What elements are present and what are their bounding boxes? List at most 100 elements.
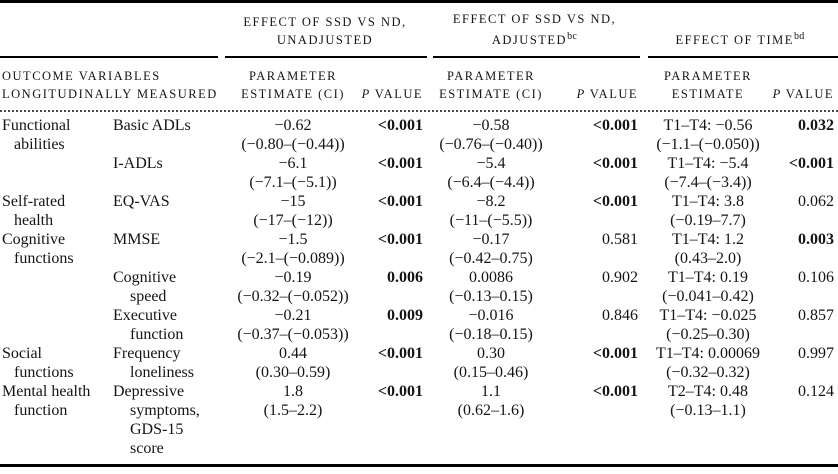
group-title-line: ADJUSTEDbc	[492, 28, 577, 49]
sub-header-row: OUTCOME VARIABLES LONGITUDINALLY MEASURE…	[0, 58, 838, 110]
text-line: 0.106	[798, 269, 834, 286]
group-title-line: EFFECT OF SSD VS ND,	[452, 11, 617, 26]
text-line: (−0.13–0.15)	[449, 288, 533, 305]
measure-cell: MMSE	[113, 230, 223, 268]
text-line: −5.4	[476, 155, 506, 172]
text-line: Mental health	[2, 383, 91, 400]
text-line: (−17–(−12))	[253, 212, 333, 229]
text-line: −1.5	[278, 231, 308, 248]
unadjusted-estimate-cell: −0.19 (−0.32–(−0.052))	[223, 268, 363, 306]
text-line: 0.124	[798, 383, 834, 400]
unadjusted-p-value: <0.001	[363, 230, 427, 268]
param-label: PARAMETER	[663, 69, 753, 83]
value-word: VALUE	[589, 87, 638, 101]
group-title-line: EFFECT OF TIMEbd	[675, 28, 804, 49]
measure-cell: EQ-VAS	[113, 192, 223, 230]
text-line: 0.902	[602, 269, 638, 286]
column-group-adjusted: EFFECT OF SSD VS ND, ADJUSTEDbc	[427, 3, 642, 56]
text-line: T1–T4: 1.2	[672, 231, 744, 248]
text-line: <0.001	[592, 155, 638, 172]
time-estimate-header: PARAMETER ESTIMATE	[642, 58, 774, 110]
p-value-label: P VALUE	[577, 85, 638, 103]
unadjusted-p-value: <0.001	[363, 382, 427, 458]
text-line: Self-rated	[2, 193, 66, 210]
category-cell	[0, 306, 113, 344]
p-italic: P	[772, 87, 782, 101]
adjusted-p-header: P VALUE	[555, 58, 642, 110]
dotted-rule	[0, 110, 838, 112]
unadjusted-p-value: <0.001	[363, 154, 427, 192]
text-line: (−0.32–(−0.052))	[237, 288, 349, 305]
text-line: speed	[130, 288, 167, 305]
group-title-line: UNADJUSTED	[276, 33, 374, 47]
adjusted-p-value: 0.581	[555, 230, 642, 268]
text-line: 0.006	[387, 269, 423, 286]
table-bottom-rule	[0, 464, 838, 467]
text-line: function	[130, 326, 184, 343]
unadjusted-estimate-cell: 1.8 (1.5–2.2)	[223, 382, 363, 458]
text-line: <0.001	[592, 117, 638, 134]
text-line: (−0.25–0.30)	[666, 326, 750, 343]
text-line: −8.2	[476, 193, 506, 210]
text-line: (−0.32–0.32)	[666, 364, 750, 381]
unadjusted-estimate-cell: −0.21 (−0.37–(−0.053))	[223, 306, 363, 344]
time-p-value: 0.106	[774, 268, 838, 306]
measure-cell: Cognitive speed	[113, 268, 223, 306]
adjusted-p-value: <0.001	[555, 116, 642, 154]
time-p-value: 0.857	[774, 306, 838, 344]
group-title-text: ADJUSTED	[491, 33, 568, 47]
group-rules-row	[0, 56, 838, 58]
text-line: (−0.42–0.75)	[449, 250, 533, 267]
table-row: Social functions Frequency loneliness 0.44 (0…	[0, 344, 838, 382]
unadjusted-p-value: <0.001	[363, 344, 427, 382]
unadjusted-estimate-cell: −6.1 (−7.1–(−5.1))	[223, 154, 363, 192]
text-line: 0.997	[798, 345, 834, 362]
adjusted-estimate-cell: −0.58 (−0.76–(−0.40))	[427, 116, 555, 154]
footnote-marker: bc	[567, 30, 578, 42]
unadjusted-estimate-cell: −0.62 (−0.80–(−0.44))	[223, 116, 363, 154]
stub-header: OUTCOME VARIABLES LONGITUDINALLY MEASURE…	[0, 58, 223, 110]
time-p-value: 0.124	[774, 382, 838, 458]
adjusted-p-value: <0.001	[555, 154, 642, 192]
text-line: 1.1	[481, 383, 501, 400]
stub-header-line: OUTCOME VARIABLES	[2, 69, 161, 83]
text-line: (−6.4–(−4.4))	[447, 174, 535, 191]
param-label: PARAMETER	[248, 69, 338, 83]
group-title-line: EFFECT OF SSD VS ND,	[243, 15, 407, 29]
text-line: (−0.37–(−0.053))	[237, 326, 349, 343]
column-group-header-row: EFFECT OF SSD VS ND, UNADJUSTED EFFECT O…	[0, 3, 838, 56]
table-content: EFFECT OF SSD VS ND, UNADJUSTED EFFECT O…	[0, 3, 838, 458]
estimate-ci-label: ESTIMATE (CI)	[241, 87, 345, 101]
adjusted-estimate-cell: −5.4 (−6.4–(−4.4))	[427, 154, 555, 192]
unadjusted-p-value: 0.006	[363, 268, 427, 306]
text-line: <0.001	[592, 193, 638, 210]
adjusted-estimate-header: PARAMETER ESTIMATE (CI)	[427, 58, 555, 110]
text-line: <0.001	[377, 345, 423, 362]
text-line: T1–T4: 0.00069	[656, 345, 760, 362]
adjusted-estimate-cell: 1.1 (0.62–1.6)	[427, 382, 555, 458]
category-cell: Self-rated health	[0, 192, 113, 230]
text-line: 0.857	[798, 307, 834, 324]
adjusted-p-value: <0.001	[555, 192, 642, 230]
text-line: functions	[14, 364, 74, 381]
table-body: Functional abilities Basic ADLs −0.62 (−0.80…	[0, 112, 838, 458]
text-line: 0.062	[798, 193, 834, 210]
adjusted-estimate-cell: −0.016 (−0.18–0.15)	[427, 306, 555, 344]
text-line: −0.21	[274, 307, 312, 324]
unadjusted-p-value: <0.001	[363, 116, 427, 154]
table-row: Cognitive functions MMSE −1.5 (−2.1–(−0.089)…	[0, 230, 838, 268]
unadjusted-p-value: 0.009	[363, 306, 427, 344]
measure-cell: I-ADLs	[113, 154, 223, 192]
text-line: −15	[280, 193, 306, 210]
text-line: Executive	[113, 307, 177, 324]
time-p-header: P VALUE	[772, 58, 838, 110]
text-line: 0.032	[798, 117, 834, 134]
unadjusted-estimate-cell: −1.5 (−2.1–(−0.089))	[223, 230, 363, 268]
time-p-value: 0.997	[774, 344, 838, 382]
time-estimate-cell: T1–T4: 0.19 (−0.041–0.42)	[642, 268, 774, 306]
text-line: (0.43–2.0)	[674, 250, 742, 267]
time-p-value: 0.032	[774, 116, 838, 154]
text-line: (−0.13–1.1)	[670, 402, 746, 419]
text-line: 0.581	[602, 231, 638, 248]
adjusted-p-value: 0.902	[555, 268, 642, 306]
